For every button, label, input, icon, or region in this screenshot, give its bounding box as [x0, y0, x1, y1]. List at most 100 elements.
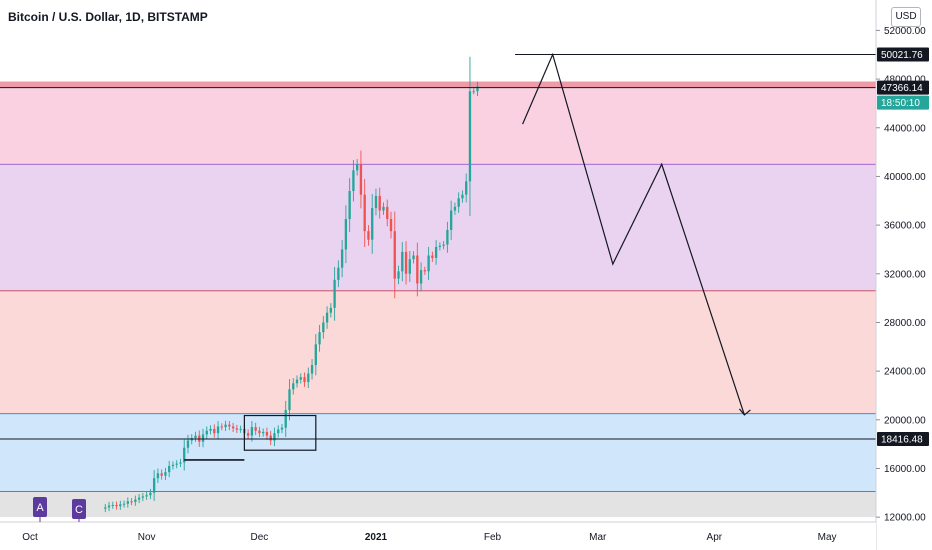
- candle-body: [389, 219, 393, 232]
- event-marker-c-bg: [72, 499, 86, 519]
- candle-body: [209, 428, 212, 431]
- candle-body: [288, 389, 291, 411]
- candle-body: [352, 170, 355, 192]
- candle-body: [329, 307, 333, 313]
- candle-body: [299, 377, 302, 380]
- time-axis-bg: [0, 522, 876, 550]
- candle-body: [449, 210, 453, 230]
- candle-body: [186, 440, 190, 448]
- candle-body: [382, 206, 385, 211]
- time-tick-label: Nov: [138, 532, 156, 543]
- candle-body: [269, 435, 272, 441]
- price-tick-label: 32000.00: [884, 269, 926, 280]
- candle-body: [446, 229, 449, 245]
- time-tick-label: Apr: [707, 532, 723, 543]
- currency-button[interactable]: USD: [891, 7, 921, 27]
- candle-body: [149, 492, 152, 496]
- candle-body: [295, 379, 299, 384]
- price-tick-label: 52000.00: [884, 26, 926, 37]
- candle-body: [115, 504, 118, 507]
- candle-body: [231, 426, 235, 429]
- candle-body: [250, 427, 254, 436]
- candle-body: [134, 499, 137, 502]
- candle-body: [168, 466, 171, 473]
- candle-body: [322, 322, 325, 333]
- price-tick-label: 28000.00: [884, 318, 926, 329]
- candle-body: [404, 251, 408, 274]
- price-tick-label: 48000.00: [884, 75, 926, 86]
- candle-body: [216, 426, 220, 434]
- candle-body: [356, 164, 359, 171]
- candle-body: [397, 271, 400, 279]
- candle-body: [325, 312, 329, 323]
- candle-body: [137, 497, 141, 500]
- candle-body: [348, 191, 351, 220]
- candle-body: [228, 424, 231, 427]
- projection-arrowhead: [738, 408, 751, 416]
- candle-body: [246, 433, 250, 436]
- candle-body: [213, 428, 216, 434]
- candle-body: [344, 219, 348, 250]
- candle-body: [107, 505, 111, 508]
- candle-body: [119, 504, 122, 507]
- candle-body: [111, 504, 114, 506]
- candle-body: [386, 206, 389, 220]
- candle-body: [419, 270, 423, 284]
- candle-body: [284, 410, 287, 428]
- candle-body: [468, 91, 472, 182]
- candles-layer: [104, 56, 479, 513]
- candle-body: [254, 427, 257, 431]
- price-tick-label: 20000.00: [884, 415, 926, 426]
- price-tags: 50021.76 47366.14 18:50:10 18416.48: [877, 47, 929, 447]
- candle-body: [442, 244, 445, 246]
- candle-body: [220, 426, 223, 428]
- candle-body: [152, 478, 156, 493]
- candle-body: [262, 431, 265, 434]
- time-tick-label: Feb: [484, 532, 502, 543]
- zones-layer: [0, 81, 876, 518]
- target-price-tag-bg: [877, 47, 929, 62]
- time-tick-label: Mar: [589, 532, 607, 543]
- event-marker-c-label: C: [75, 504, 83, 516]
- candle-body: [412, 255, 415, 260]
- candle-body: [371, 208, 374, 240]
- consolidation-box: [243, 414, 317, 451]
- candle-body: [337, 267, 340, 280]
- candle-body: [427, 255, 430, 272]
- candle-body: [363, 194, 366, 232]
- candle-body: [194, 435, 197, 439]
- event-marker-a-label: A: [36, 502, 44, 514]
- time-tick-label: Oct: [22, 532, 38, 543]
- candle-body: [130, 501, 133, 503]
- candle-body: [235, 428, 239, 430]
- candle-body: [171, 464, 175, 467]
- target-price-tag: 50021.76: [881, 50, 923, 61]
- event-marker-a[interactable]: A: [33, 497, 47, 522]
- candle-body: [258, 430, 261, 434]
- zone-pink: [0, 87, 876, 165]
- candle-body: [401, 251, 404, 272]
- candle-body: [318, 332, 321, 345]
- candle-body: [465, 181, 468, 195]
- candle-body: [179, 462, 182, 464]
- candle-body: [164, 472, 167, 476]
- price-tick-label: 12000.00: [884, 513, 926, 524]
- zone-purple: [0, 164, 876, 291]
- candle-body: [307, 373, 310, 383]
- candle-body: [314, 344, 317, 366]
- support-price-tag-bg: [877, 432, 929, 447]
- candle-body: [416, 255, 419, 284]
- candle-body: [340, 249, 344, 268]
- candle-body: [175, 463, 178, 465]
- candle-body: [104, 507, 107, 509]
- time-axis[interactable]: Oct Nov Dec 2021 Feb Mar Apr May: [0, 521, 876, 550]
- candle-body: [141, 496, 145, 498]
- price-tick-label: 40000.00: [884, 172, 926, 183]
- time-tick-label: Dec: [251, 532, 269, 543]
- candle-body: [160, 473, 163, 476]
- candle-body: [265, 431, 269, 436]
- event-marker-c[interactable]: C: [72, 499, 86, 522]
- candle-body: [423, 270, 427, 272]
